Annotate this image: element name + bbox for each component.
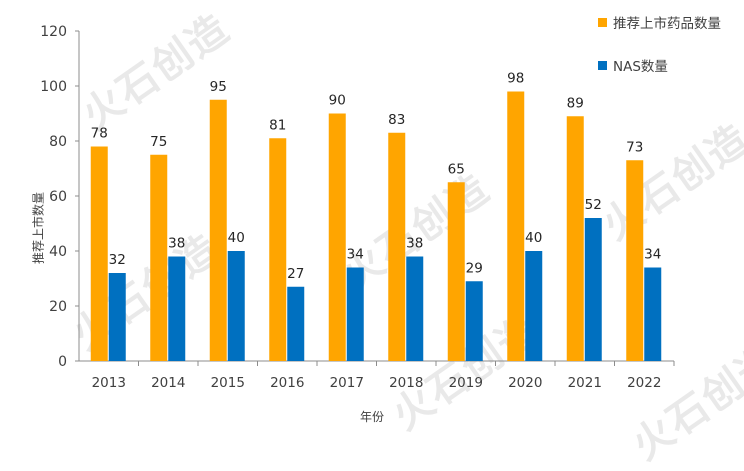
data-label-series-2: 34 <box>347 247 364 263</box>
data-label-series-1: 98 <box>507 71 524 87</box>
x-tick-label: 2019 <box>449 375 483 391</box>
data-label-series-2: 52 <box>585 197 602 213</box>
bar-series-2 <box>584 218 602 361</box>
x-tick-label: 2020 <box>508 375 542 391</box>
x-axis-label: 年份 <box>359 410 384 424</box>
x-tick-label: 2018 <box>389 375 423 391</box>
x-tick-label: 2013 <box>92 375 126 391</box>
bar-series-1 <box>388 132 406 361</box>
legend-item-series-2: NAS数量 <box>598 55 668 75</box>
legend-swatch-series-1 <box>598 17 607 27</box>
y-tick-label: 100 <box>40 79 67 95</box>
bar-series-1 <box>507 91 525 361</box>
legend-item-series-1: 推荐上市药品数量 <box>598 12 721 32</box>
x-tick-label: 2022 <box>627 375 661 391</box>
legend-label-series-2: NAS数量 <box>613 59 668 75</box>
y-axis-label: 推荐上市数量 <box>31 191 46 265</box>
y-tick-label: 80 <box>49 134 67 150</box>
data-label-series-2: 29 <box>466 260 483 276</box>
data-label-series-1: 90 <box>329 93 346 109</box>
data-label-series-2: 38 <box>168 236 185 252</box>
data-label-series-1: 89 <box>567 95 584 111</box>
x-tick-label: 2014 <box>151 375 185 391</box>
legend-swatch-series-2 <box>598 60 607 70</box>
data-label-series-2: 27 <box>287 266 304 282</box>
data-label-series-2: 32 <box>109 252 126 268</box>
bar-series-2 <box>346 267 364 361</box>
x-tick-label: 2021 <box>568 375 602 391</box>
bar-series-2 <box>227 251 245 361</box>
data-label-series-2: 34 <box>644 247 661 263</box>
data-label-series-1: 78 <box>91 126 108 142</box>
bar-series-1 <box>328 113 346 361</box>
y-tick-label: 20 <box>49 299 67 315</box>
bar-series-2 <box>465 281 483 361</box>
data-label-series-1: 95 <box>210 79 227 95</box>
y-tick-label: 120 <box>40 24 67 40</box>
x-tick-label: 2015 <box>211 375 245 391</box>
bar-series-1 <box>566 116 584 361</box>
bar-series-1 <box>209 99 227 361</box>
data-label-series-1: 81 <box>269 117 286 133</box>
bar-series-1 <box>447 182 465 361</box>
data-label-series-1: 65 <box>448 161 465 177</box>
data-label-series-2: 40 <box>525 230 542 246</box>
bar-series-2 <box>644 267 662 361</box>
bar-series-2 <box>287 286 305 361</box>
bar-series-1 <box>626 160 644 361</box>
bar-series-2 <box>168 256 186 361</box>
x-tick-label: 2017 <box>330 375 364 391</box>
bar-series-1 <box>269 138 287 361</box>
bar-series-2 <box>108 273 126 361</box>
y-tick-label: 0 <box>58 354 67 370</box>
data-label-series-2: 40 <box>228 230 245 246</box>
bar-series-2 <box>525 251 543 361</box>
bar-chart: 0 20 40 60 80 100 120 2013 78 32 2014 75 38 2015 95 40 2… <box>40 24 675 391</box>
bar-series-1 <box>150 154 168 361</box>
bar-series-2 <box>406 256 424 361</box>
x-tick-label: 2016 <box>270 375 304 391</box>
y-tick-label: 60 <box>49 189 67 205</box>
data-label-series-1: 83 <box>388 112 405 128</box>
data-label-series-1: 75 <box>150 134 167 150</box>
data-label-series-1: 73 <box>626 139 643 155</box>
bar-series-1 <box>90 146 108 361</box>
data-label-series-2: 38 <box>406 236 423 252</box>
y-tick-label: 40 <box>49 244 67 260</box>
legend-label-series-1: 推荐上市药品数量 <box>613 16 721 32</box>
